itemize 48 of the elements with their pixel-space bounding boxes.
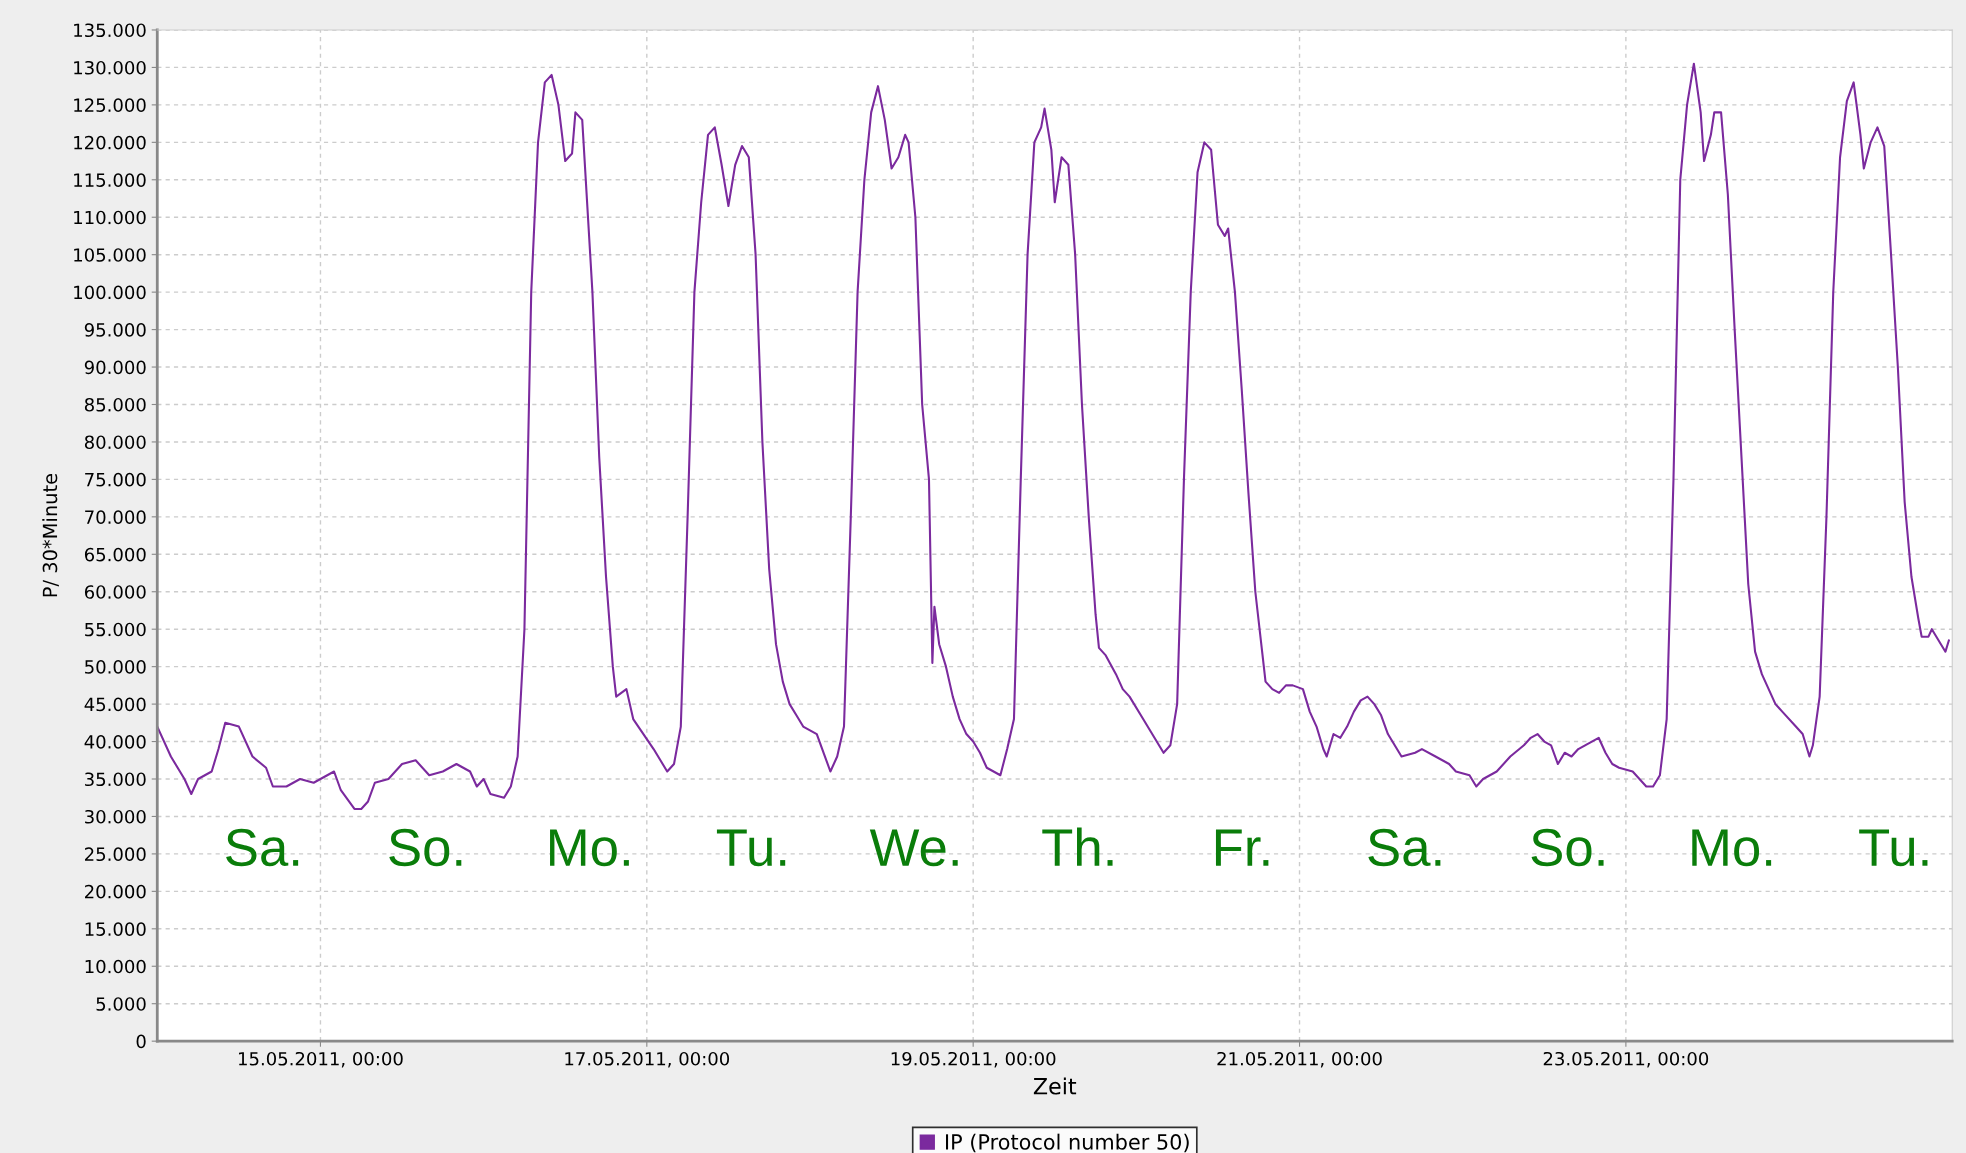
y-tick-label: 100.000 (74, 285, 146, 300)
y-tick-label: 30.000 (85, 809, 146, 824)
y-axis-title: P/ 30*Minute (42, 473, 59, 597)
annotation: Sa. (226, 828, 299, 867)
y-tick-label: 110.000 (74, 210, 146, 225)
y-tick-label: 50.000 (85, 660, 146, 674)
y-tick-label: 130.000 (74, 60, 146, 75)
annotation: Th. (1042, 827, 1113, 866)
annotation: Tu. (1859, 829, 1928, 867)
annotation: Mo. (550, 829, 629, 867)
y-tick-label: 90.000 (84, 360, 146, 375)
annotation: So. (389, 828, 462, 867)
x-axis-title: Zeit (1033, 1077, 1077, 1095)
x-tick-label: 15.05.2011, 00:00 (239, 1051, 403, 1068)
annotation: So. (1531, 828, 1604, 867)
y-tick-label: 40.000 (84, 735, 146, 749)
y-tick-label: 10.000 (85, 959, 146, 974)
y-tick-label: 45.000 (84, 697, 146, 712)
y-tick-label: 25.000 (85, 847, 146, 862)
y-tick-label: 80.000 (84, 435, 146, 450)
y-tick-label: 125.000 (74, 98, 146, 112)
y-tick-label: 15.000 (85, 922, 146, 936)
annotation: Tu. (716, 829, 786, 867)
x-tick-label: 23.05.2011, 00:00 (1543, 1051, 1709, 1068)
y-tick-label: 135.000 (74, 23, 146, 38)
annotation: We. (869, 829, 958, 867)
y-tick-label: 20.000 (85, 884, 146, 899)
legend-label: IP (Protocol number 50) (946, 1133, 1189, 1153)
y-tick-label: 60.000 (84, 585, 146, 599)
y-tick-label: 0 (136, 1034, 146, 1049)
y-tick-label: 105.000 (74, 248, 146, 262)
y-tick-label: 5.000 (96, 997, 146, 1011)
y-tick-label: 75.000 (85, 472, 146, 487)
annotation: Fr. (1215, 829, 1269, 866)
y-tick-label: 85.000 (84, 397, 146, 412)
x-tick-label: 17.05.2011, 00:00 (565, 1051, 730, 1068)
y-tick-label: 95.000 (84, 323, 146, 337)
annotation: Mo. (1692, 829, 1772, 867)
line-series (157, 62, 1950, 810)
x-tick-label: 21.05.2011, 00:00 (1217, 1051, 1382, 1068)
y-tick-label: 35.000 (85, 772, 146, 787)
x-tick-label: 19.05.2011, 00:00 (891, 1051, 1056, 1068)
y-tick-label: 115.000 (74, 173, 146, 187)
y-tick-label: 120.000 (74, 135, 146, 150)
annotation: Sa. (1368, 828, 1441, 867)
y-tick-label: 70.000 (85, 510, 146, 524)
y-tick-label: 55.000 (85, 622, 146, 637)
y-tick-label: 65.000 (84, 547, 146, 562)
